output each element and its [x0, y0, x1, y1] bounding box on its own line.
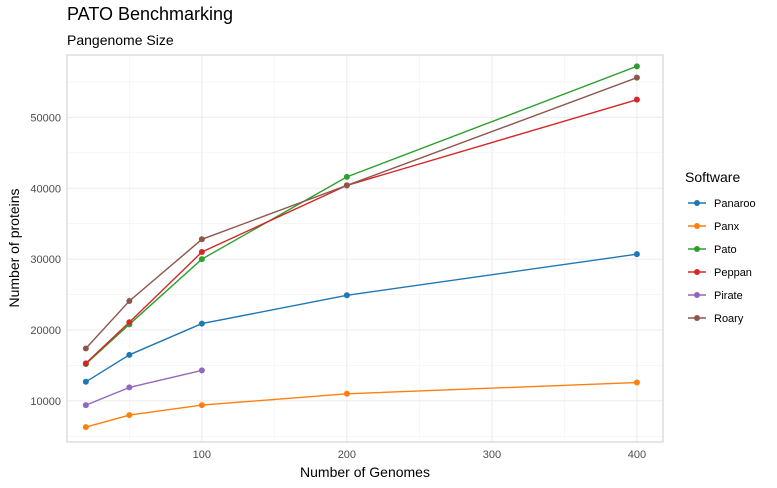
legend-label-pirate: Pirate — [714, 290, 743, 302]
data-point-panaroo — [82, 378, 89, 385]
series-points — [82, 63, 640, 431]
legend-key-point-pato — [694, 246, 700, 252]
legend-key-point-pirate — [694, 292, 700, 298]
y-axis-ticks: 10000 20000 30000 40000 50000 — [30, 112, 61, 408]
y-tick-label: 30000 — [30, 254, 61, 266]
data-point-pato — [633, 63, 640, 70]
data-point-panaroo — [343, 292, 350, 299]
plot-border — [66, 54, 664, 443]
data-point-panx — [126, 412, 133, 419]
legend: Software Panaroo Panx Pato Peppan Pirate Roar… — [685, 169, 756, 325]
x-tick-label: 200 — [338, 449, 356, 461]
legend-key-point-peppan — [694, 269, 700, 275]
chart-subtitle: Pangenome Size — [67, 32, 174, 48]
legend-title: Software — [685, 169, 740, 185]
legend-label-panx: Panx — [714, 221, 740, 233]
data-point-roary — [633, 74, 640, 81]
data-point-roary — [198, 236, 205, 243]
legend-label-peppan: Peppan — [714, 267, 752, 279]
data-point-panx — [633, 379, 640, 386]
data-point-pato — [198, 256, 205, 263]
x-tick-label: 100 — [193, 449, 211, 461]
data-point-roary — [343, 182, 350, 189]
data-point-pirate — [82, 402, 89, 409]
plot-background — [67, 55, 663, 442]
data-point-peppan — [82, 360, 89, 367]
y-tick-label: 50000 — [30, 112, 61, 124]
y-tick-label: 20000 — [30, 325, 61, 337]
legend-label-roary: Roary — [714, 313, 744, 325]
data-point-peppan — [126, 319, 133, 326]
data-point-pirate — [198, 367, 205, 374]
plot-area — [66, 54, 664, 443]
x-axis-ticks: 100 200 300 400 — [193, 449, 646, 461]
y-tick-label: 40000 — [30, 183, 61, 195]
data-point-roary — [82, 345, 89, 352]
chart-title: PATO Benchmarking — [67, 4, 233, 24]
x-axis-title: Number of Genomes — [300, 464, 430, 480]
data-point-panaroo — [633, 251, 640, 258]
data-point-peppan — [633, 96, 640, 103]
data-point-panaroo — [198, 320, 205, 327]
y-axis-title: Number of proteins — [6, 188, 22, 307]
x-tick-label: 400 — [628, 449, 646, 461]
legend-key-point-panx — [694, 223, 700, 229]
data-point-panaroo — [126, 351, 133, 358]
data-point-panx — [82, 424, 89, 431]
data-point-panx — [198, 402, 205, 409]
data-point-roary — [126, 297, 133, 304]
x-tick-label: 300 — [483, 449, 501, 461]
minor-grid — [67, 55, 663, 442]
legend-items: Panaroo Panx Pato Peppan Pirate Roary — [688, 198, 756, 325]
y-tick-label: 10000 — [30, 396, 61, 408]
major-grid — [67, 55, 663, 442]
data-point-panx — [343, 390, 350, 397]
legend-key-point-roary — [694, 315, 700, 321]
legend-key-point-panaroo — [694, 200, 700, 206]
legend-label-pato: Pato — [714, 244, 737, 256]
legend-label-panaroo: Panaroo — [714, 198, 756, 210]
data-point-peppan — [198, 249, 205, 256]
data-point-pirate — [126, 384, 133, 391]
data-point-pato — [343, 173, 350, 180]
